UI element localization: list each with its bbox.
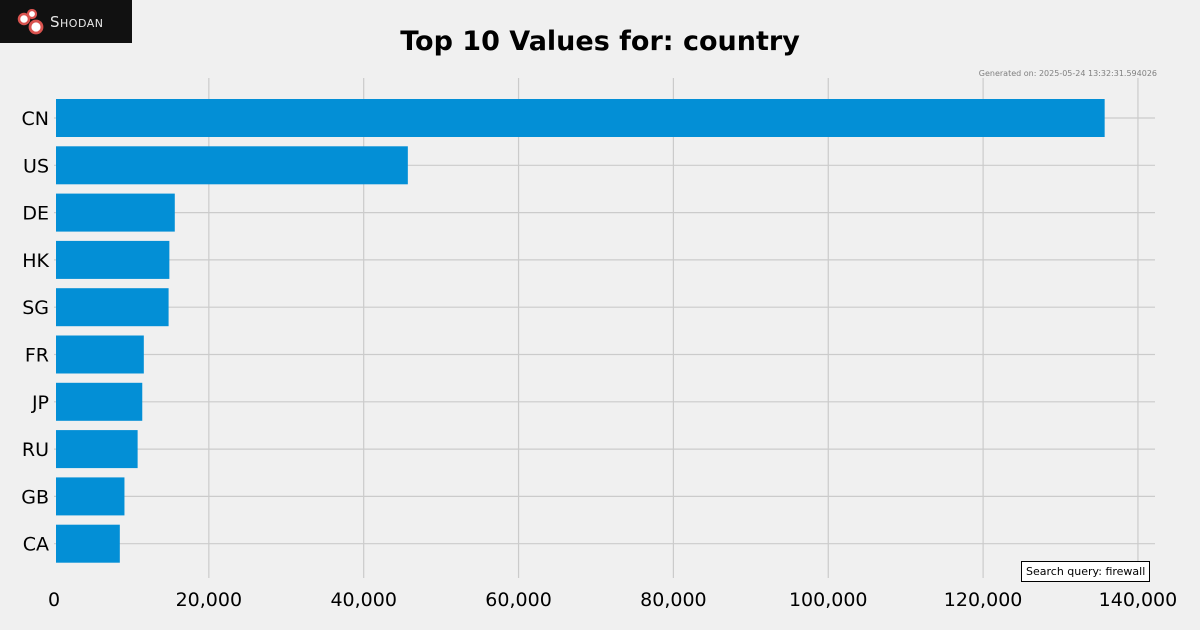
x-tick-label: 80,000 — [640, 589, 706, 611]
bar-ru — [56, 430, 138, 469]
y-tick-label: DE — [22, 203, 49, 225]
shodan-logo-icon — [17, 8, 44, 34]
bar-gb — [56, 477, 125, 516]
x-tick-label: 40,000 — [330, 589, 396, 611]
search-query-label: Search query: firewall — [1021, 561, 1151, 582]
y-tick-label: CA — [23, 534, 49, 556]
y-tick-label: SG — [22, 297, 49, 319]
bar-de — [56, 193, 175, 232]
shodan-logo: Shodan — [0, 0, 132, 43]
bar-hk — [56, 240, 170, 279]
y-tick-label: HK — [22, 250, 49, 272]
y-tick-label: FR — [25, 345, 49, 367]
bar-fr — [56, 335, 144, 374]
bar-cn — [56, 99, 1105, 137]
x-tick-label: 60,000 — [485, 589, 551, 611]
brand-name: Shodan — [50, 12, 104, 31]
y-tick-label: CN — [22, 108, 49, 130]
y-tick-label: US — [23, 155, 49, 177]
bar-ca — [56, 524, 120, 563]
y-tick-label: RU — [22, 439, 49, 461]
chart-title: Top 10 Values for: country — [400, 26, 800, 57]
x-tick-label: 100,000 — [789, 589, 868, 611]
bar-sg — [56, 288, 169, 327]
bar-us — [56, 146, 408, 185]
x-tick-label: 0 — [48, 589, 60, 611]
x-tick-label: 120,000 — [944, 589, 1023, 611]
bar-jp — [56, 382, 143, 421]
y-tick-label: JP — [31, 392, 49, 414]
generated-timestamp: Generated on: 2025-05-24 13:32:31.594026 — [978, 69, 1157, 78]
x-tick-label: 20,000 — [176, 589, 242, 611]
x-tick-label: 140,000 — [1099, 589, 1178, 611]
y-tick-label: GB — [21, 486, 49, 508]
